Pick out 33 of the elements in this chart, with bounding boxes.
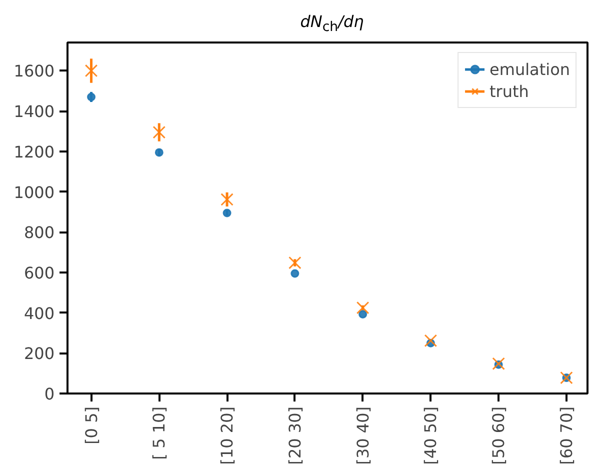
point xyxy=(560,371,573,384)
y-tick-label: 1000 xyxy=(14,182,54,202)
x-tick-label: [60 70] xyxy=(556,406,576,465)
point xyxy=(220,193,234,206)
x-tick-label: [0 5] xyxy=(82,406,101,444)
legend-label: truth xyxy=(490,82,529,100)
y-tick-label: 1200 xyxy=(14,142,54,162)
point xyxy=(222,208,232,218)
legend-label: emulation xyxy=(490,60,570,78)
x-tick-label: [20 30] xyxy=(285,406,304,465)
x-tick-label: [40 50] xyxy=(421,406,440,465)
y-tick-label: 800 xyxy=(24,223,55,242)
y-tick-label: 400 xyxy=(24,304,55,323)
y-tick-label: 600 xyxy=(24,263,55,282)
point xyxy=(492,357,505,370)
y-tick-label: 0 xyxy=(44,384,55,404)
point xyxy=(87,92,96,102)
x-tick-label: [10 20] xyxy=(218,406,237,465)
point xyxy=(356,301,370,314)
y-tick-label: 1600 xyxy=(14,62,54,81)
point xyxy=(288,256,302,270)
chart-title: dN$_{ch}$/dη xyxy=(300,12,364,36)
x-tick-label: [ 5 10] xyxy=(150,406,169,460)
y-tick-label: 200 xyxy=(24,344,55,364)
point xyxy=(290,269,300,278)
point xyxy=(424,334,438,348)
y-tick-label: 1400 xyxy=(14,102,54,122)
point xyxy=(358,310,368,318)
x-tick-label: [50 60] xyxy=(489,406,508,465)
point xyxy=(154,148,164,157)
x-tick-label: [30 40] xyxy=(353,406,372,465)
point xyxy=(84,64,98,78)
point xyxy=(152,126,166,139)
